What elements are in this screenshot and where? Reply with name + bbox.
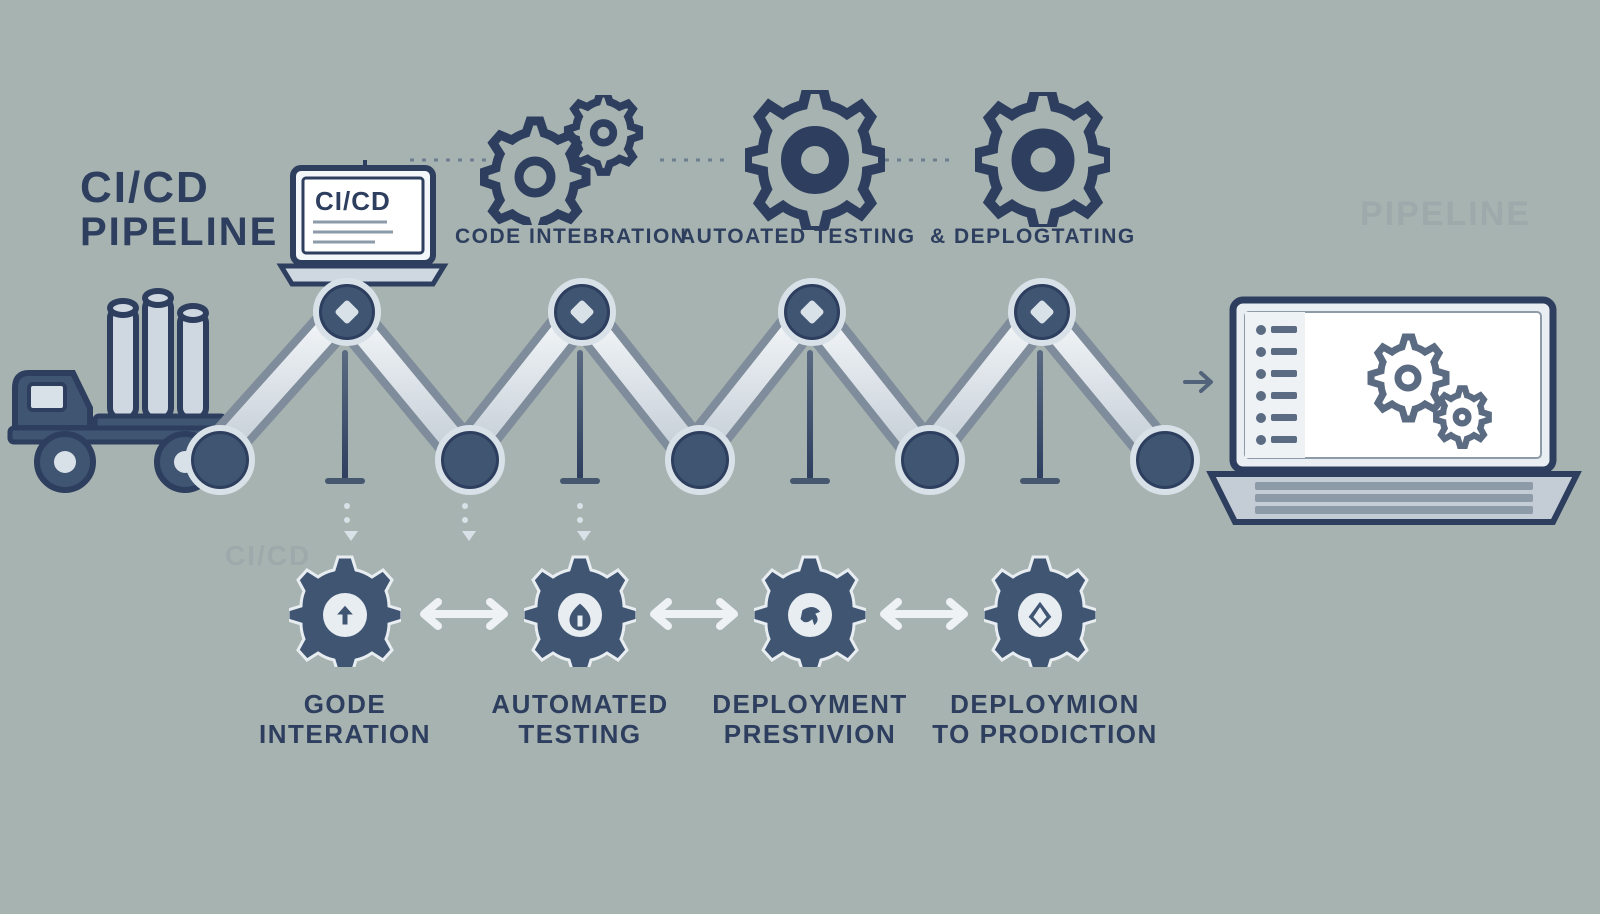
- laptop-output: [1205, 290, 1585, 545]
- title-line1: CI/CD: [80, 165, 278, 211]
- top-label-3: & DEPLOGTATING: [930, 225, 1136, 249]
- conveyor-wheel: [665, 425, 735, 495]
- ghost-pipeline: PIPELINE: [1360, 195, 1531, 234]
- stand: [342, 350, 348, 480]
- conveyor-wheel: [435, 425, 505, 495]
- gear-deployment-prep-icon: [754, 555, 866, 667]
- top-label-1: CODE INTEBRATION: [455, 225, 687, 249]
- double-arrow-icon: [414, 596, 514, 632]
- double-arrow-icon: [874, 596, 974, 632]
- laptop-cicd: CI/CD: [275, 160, 450, 300]
- stand: [1037, 350, 1043, 480]
- double-arrow-icon: [644, 596, 744, 632]
- laptop-screen-text: CI/CD: [315, 186, 391, 217]
- conveyor-wheel: [1130, 425, 1200, 495]
- conveyor-wheel: [185, 425, 255, 495]
- gear-code-integration-icon: [289, 555, 401, 667]
- drop-arrow-icon: [344, 495, 348, 541]
- title-line2: PIPELINE: [80, 211, 278, 253]
- bottom-label-1: GODE INTERATION: [259, 690, 431, 750]
- top-label-2: AUTOATED TESTING: [680, 225, 916, 249]
- gear-automated-testing-icon: [524, 555, 636, 667]
- bottom-label-4: DEPLOYMION TO PRODICTION: [932, 690, 1158, 750]
- bottom-label-3: DEPLOYMENT PRESTIVION: [712, 690, 908, 750]
- page-title: CI/CD PIPELINE: [80, 165, 278, 253]
- conveyor-node: [1008, 278, 1076, 346]
- conveyor-node: [778, 278, 846, 346]
- conveyor-wheel: [895, 425, 965, 495]
- drop-arrow-icon: [462, 495, 466, 541]
- bottom-label-2: AUTOMATED TESTING: [491, 690, 668, 750]
- conveyor-node: [313, 278, 381, 346]
- dotted-connector: [410, 150, 1160, 170]
- stand: [807, 350, 813, 480]
- gear-deploy-production-icon: [984, 555, 1096, 667]
- drop-arrow-icon: [577, 495, 581, 541]
- conveyor-node: [548, 278, 616, 346]
- stand: [577, 350, 583, 480]
